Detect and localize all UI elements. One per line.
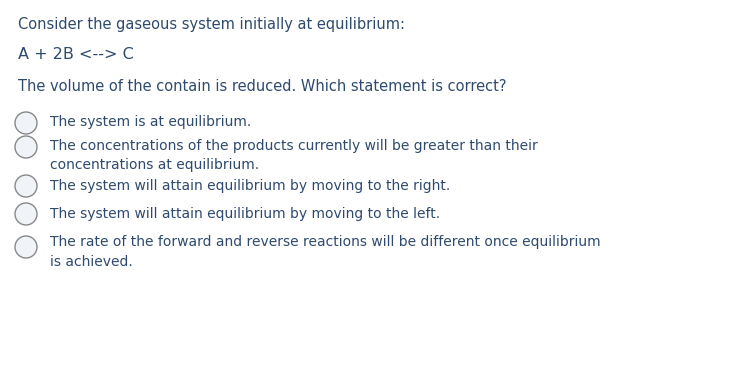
- Circle shape: [15, 112, 37, 134]
- Text: The volume of the contain is reduced. Which statement is correct?: The volume of the contain is reduced. Wh…: [18, 79, 507, 94]
- Circle shape: [15, 236, 37, 258]
- Circle shape: [15, 136, 37, 158]
- Text: The concentrations of the products currently will be greater than their
concentr: The concentrations of the products curre…: [50, 139, 538, 173]
- Text: The system will attain equilibrium by moving to the left.: The system will attain equilibrium by mo…: [50, 207, 440, 221]
- Circle shape: [15, 203, 37, 225]
- Text: The system will attain equilibrium by moving to the right.: The system will attain equilibrium by mo…: [50, 179, 451, 193]
- Text: Consider the gaseous system initially at equilibrium:: Consider the gaseous system initially at…: [18, 17, 405, 32]
- Circle shape: [15, 175, 37, 197]
- Text: A + 2B <--> C: A + 2B <--> C: [18, 47, 133, 62]
- Text: The system is at equilibrium.: The system is at equilibrium.: [50, 115, 252, 129]
- Text: The rate of the forward and reverse reactions will be different once equilibrium: The rate of the forward and reverse reac…: [50, 235, 601, 269]
